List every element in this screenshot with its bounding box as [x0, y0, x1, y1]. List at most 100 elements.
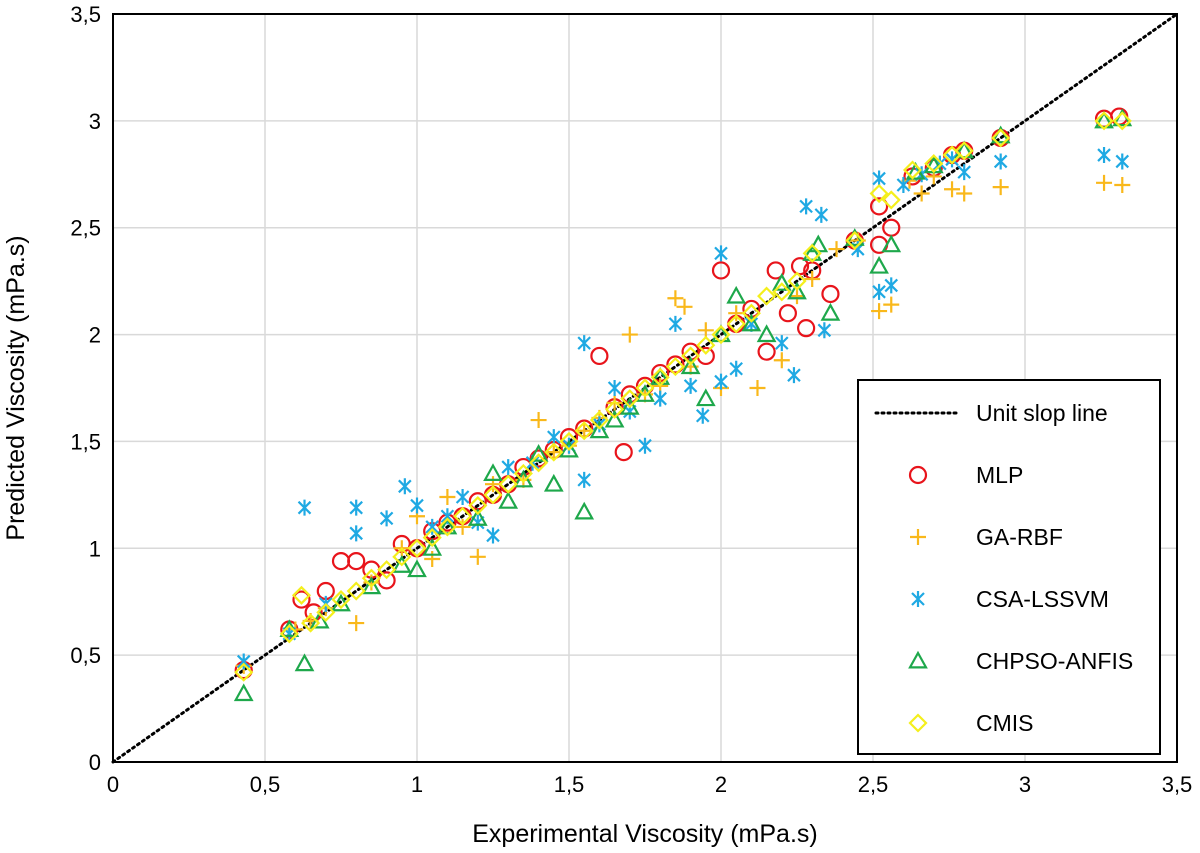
- legend-diamond-icon: [908, 713, 928, 733]
- x-tick-label: 3,5: [1162, 772, 1193, 797]
- csa-lssvm-point: [814, 206, 829, 223]
- mlp-point: [614, 443, 633, 462]
- chpso-anfis-point: [559, 439, 579, 458]
- cmis-point: [346, 581, 366, 601]
- ga-rbf-point: [828, 241, 845, 258]
- csa-lssvm-point: [577, 335, 591, 352]
- chpso-anfis-point: [711, 324, 731, 343]
- mlp-point: [766, 261, 785, 280]
- cmis-point: [991, 128, 1011, 148]
- series-chpso-anfis: [233, 108, 1133, 702]
- cmis-point: [665, 357, 685, 377]
- csa-lssvm-point: [425, 518, 439, 535]
- ga-rbf-point: [749, 380, 766, 396]
- csa-lssvm-point: [653, 390, 667, 407]
- mlp-point: [711, 261, 731, 280]
- x-tick-label: 2: [715, 772, 727, 797]
- csa-lssvm-point: [817, 322, 832, 339]
- x-tick-label: 0: [107, 772, 119, 797]
- y-axis-title: Predicted Viscosity (mPa.s): [2, 235, 30, 540]
- mlp-point: [590, 346, 609, 366]
- ga-rbf-point: [956, 185, 973, 202]
- chpso-anfis-point: [741, 313, 762, 332]
- csa-lssvm-point: [379, 510, 394, 527]
- cmis-point: [331, 590, 351, 610]
- y-tick-label: 2,5: [70, 216, 101, 241]
- series-cmis: [234, 111, 1132, 682]
- cmis-point: [453, 506, 473, 526]
- cmis-point: [234, 662, 254, 682]
- csa-lssvm-point: [501, 459, 515, 476]
- csa-lssvm-point: [884, 277, 899, 294]
- chpso-anfis-point: [635, 384, 655, 402]
- csa-lssvm-point: [695, 407, 710, 424]
- chpso-anfis-point: [483, 463, 503, 481]
- cmis-point: [361, 568, 381, 588]
- cmis-point: [291, 585, 312, 605]
- y-tick-label: 1: [89, 536, 101, 561]
- x-tick-label: 2,5: [858, 772, 889, 797]
- x-axis-title: Experimental Viscosity (mPa.s): [472, 820, 817, 848]
- chpso-anfis-point: [422, 538, 443, 556]
- y-tick-label: 0: [89, 750, 101, 775]
- y-tick-label: 3,5: [70, 2, 101, 27]
- mlp-point: [757, 342, 776, 361]
- ga-rbf-point: [871, 303, 888, 320]
- ga-rbf-point: [530, 412, 547, 429]
- points-layer: [233, 107, 1133, 702]
- csa-lssvm-point: [440, 508, 455, 525]
- y-tick-label: 3: [89, 109, 101, 134]
- chpso-anfis-point: [513, 469, 534, 488]
- chpso-anfis-point: [726, 285, 747, 304]
- cmis-point: [869, 183, 889, 204]
- chpso-anfis-point: [650, 367, 671, 385]
- legend-box: [857, 379, 1161, 755]
- legend-label: GA-RBF: [976, 524, 1063, 550]
- chpso-anfis-point: [604, 409, 625, 428]
- ga-rbf-point: [469, 548, 486, 565]
- chpso-anfis-point: [407, 559, 427, 578]
- cmis-point: [696, 335, 716, 355]
- cmis-point: [483, 485, 503, 505]
- chpso-anfis-point: [294, 653, 315, 672]
- legend-asterisk-icon: [911, 591, 925, 607]
- mlp-point: [821, 284, 840, 304]
- cmis-point: [513, 463, 533, 484]
- chpso-anfis-point: [528, 443, 549, 462]
- csa-lssvm-point: [957, 164, 971, 181]
- mlp-point: [696, 346, 715, 366]
- mlp-point: [790, 257, 810, 276]
- series-csa-lssvm: [236, 147, 1130, 670]
- cmis-point: [407, 538, 427, 558]
- ga-rbf-point: [439, 488, 456, 505]
- ga-rbf-point: [576, 422, 593, 439]
- chpso-anfis-point: [787, 281, 807, 300]
- csa-lssvm-point: [638, 437, 652, 454]
- cmis-point: [650, 367, 670, 387]
- cmis-point: [529, 453, 549, 473]
- cmis-point: [772, 282, 792, 302]
- chpso-anfis-point: [756, 324, 777, 343]
- cmis-point: [316, 602, 336, 622]
- ga-rbf-point: [1096, 174, 1113, 191]
- legend-label: CSA-LSSVM: [976, 586, 1109, 612]
- cmis-point: [574, 421, 594, 441]
- csa-lssvm-point: [1097, 147, 1111, 164]
- csa-lssvm-point: [410, 497, 424, 514]
- cmis-point: [757, 286, 777, 306]
- chpso-anfis-point: [881, 234, 902, 253]
- x-tick-label: 1: [411, 772, 423, 797]
- mlp-point: [377, 571, 396, 590]
- chpso-anfis-point: [391, 555, 412, 573]
- cmis-point: [559, 431, 579, 451]
- csa-lssvm-point: [787, 367, 801, 384]
- plot-frame: [112, 13, 1178, 763]
- ga-rbf-point: [773, 352, 790, 369]
- chpso-anfis-point: [680, 356, 701, 375]
- mlp-point: [292, 590, 311, 609]
- csa-lssvm-point: [775, 335, 789, 352]
- cmis-point: [802, 243, 822, 263]
- cmis-point: [392, 547, 412, 567]
